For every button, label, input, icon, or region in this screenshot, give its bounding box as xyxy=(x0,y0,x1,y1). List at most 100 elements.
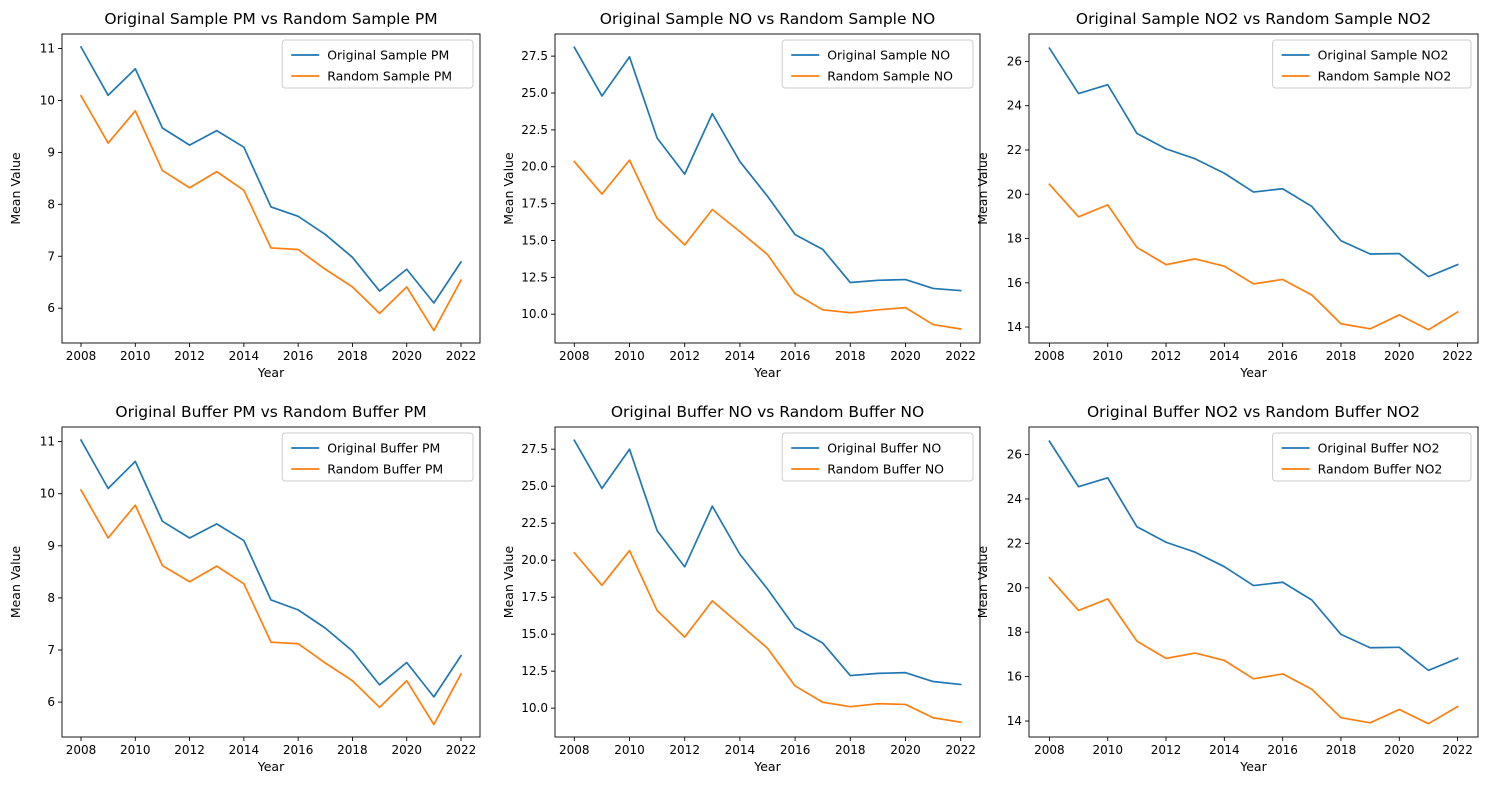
series-line xyxy=(573,159,962,330)
x-tick-label: 2014 xyxy=(1209,349,1240,363)
y-tick-label: 22 xyxy=(1007,143,1022,157)
x-tick-label: 2012 xyxy=(174,743,205,757)
series-line xyxy=(573,46,962,292)
y-tick-label: 20.0 xyxy=(521,553,548,567)
legend-box xyxy=(781,432,974,482)
axes-frame xyxy=(61,426,481,738)
x-axis-label: Year xyxy=(753,759,781,774)
y-axis-label: Mean Value xyxy=(8,546,23,619)
x-tick-label: 2022 xyxy=(446,349,477,363)
legend-box xyxy=(1272,39,1472,89)
series-line xyxy=(79,45,463,304)
x-tick-label: 2020 xyxy=(890,349,921,363)
x-tick-label: 2016 xyxy=(283,743,314,757)
axes-frame xyxy=(1028,33,1479,344)
x-tick-label: 2022 xyxy=(446,743,477,757)
y-tick-label: 25.0 xyxy=(521,479,548,493)
y-tick-label: 12.5 xyxy=(521,270,548,284)
y-tick-label: 18 xyxy=(1007,232,1022,246)
x-tick-label: 2014 xyxy=(229,349,260,363)
y-tick-label: 22.5 xyxy=(521,123,548,137)
y-tick-label: 24 xyxy=(1007,492,1022,506)
y-tick-label: 8 xyxy=(47,591,55,605)
y-tick-label: 14 xyxy=(1007,714,1022,728)
chart-title: Original Sample NO vs Random Sample NO xyxy=(600,10,935,28)
x-tick-label: 2016 xyxy=(1267,349,1298,363)
y-tick-label: 20 xyxy=(1007,581,1022,595)
x-tick-label: 2008 xyxy=(559,743,590,757)
x-tick-label: 2016 xyxy=(780,349,811,363)
x-tick-label: 2018 xyxy=(835,349,866,363)
x-tick-label: 2020 xyxy=(890,743,921,757)
x-tick-label: 2010 xyxy=(120,349,151,363)
y-tick-label: 15.0 xyxy=(521,233,548,247)
x-tick-label: 2012 xyxy=(174,349,205,363)
chart-panel: 2008 2010 2012 2014 2016 2018 2020 202214161820… xyxy=(975,10,1479,380)
y-tick-label: 27.5 xyxy=(521,49,548,63)
y-tick-label: 10 xyxy=(40,487,55,501)
y-tick-label: 16 xyxy=(1007,670,1022,684)
series-line xyxy=(1048,183,1459,331)
x-tick-label: 2020 xyxy=(1384,743,1415,757)
x-tick-label: 2020 xyxy=(391,349,422,363)
chart-title: Original Buffer PM vs Random Buffer PM xyxy=(115,403,426,421)
x-tick-label: 2008 xyxy=(559,349,590,363)
legend-label: Original Sample NO xyxy=(827,48,950,63)
y-tick-label: 10.0 xyxy=(521,307,548,321)
x-tick-label: 2012 xyxy=(669,743,700,757)
y-tick-label: 25.0 xyxy=(521,86,548,100)
chart-panel: 2008 2010 2012 2014 2016 2018 2020 2022 10.0 12.5… xyxy=(501,403,981,774)
x-tick-label: 2018 xyxy=(1326,743,1357,757)
x-tick-label: 2018 xyxy=(337,349,368,363)
legend-label: Random Buffer NO2 xyxy=(1318,462,1443,477)
legend-label: Original Buffer NO xyxy=(827,441,941,456)
x-tick-label: 2014 xyxy=(1209,743,1240,757)
legend-box xyxy=(281,39,474,89)
series-line xyxy=(79,438,463,698)
y-tick-label: 26 xyxy=(1007,54,1022,68)
y-tick-label: 26 xyxy=(1007,448,1022,462)
x-tick-label: 2022 xyxy=(1442,743,1473,757)
y-tick-label: 22 xyxy=(1007,536,1022,550)
x-tick-label: 2014 xyxy=(229,743,260,757)
series-line xyxy=(1048,576,1459,725)
legend-label: Random Sample NO xyxy=(827,69,953,84)
x-tick-label: 2014 xyxy=(725,349,756,363)
x-tick-label: 2014 xyxy=(725,743,756,757)
chart-title: Original Buffer NO2 vs Random Buffer NO2 xyxy=(1087,403,1420,421)
x-tick-label: 2012 xyxy=(669,349,700,363)
legend-label: Random Sample PM xyxy=(327,69,452,84)
x-tick-label: 2020 xyxy=(391,743,422,757)
legend-box xyxy=(281,432,474,482)
y-axis-label: Mean Value xyxy=(975,152,990,225)
series-line xyxy=(573,549,962,724)
y-tick-label: 9 xyxy=(47,145,55,159)
x-tick-label: 2016 xyxy=(780,743,811,757)
x-tick-label: 2010 xyxy=(1092,743,1123,757)
x-tick-label: 2008 xyxy=(1034,349,1065,363)
y-tick-label: 15.0 xyxy=(521,627,548,641)
x-tick-label: 2008 xyxy=(66,743,97,757)
y-tick-label: 18 xyxy=(1007,625,1022,639)
legend-label: Random Sample NO2 xyxy=(1318,69,1452,84)
x-tick-label: 2010 xyxy=(614,743,645,757)
x-tick-label: 2018 xyxy=(337,743,368,757)
y-tick-label: 6 xyxy=(47,301,55,315)
x-tick-label: 2012 xyxy=(1151,743,1182,757)
y-tick-label: 10.0 xyxy=(521,701,548,715)
chart-panel: 2008 2010 2012 2014 2016 2018 2020 2022 6 7 8 9 10 11… xyxy=(8,403,481,774)
y-tick-label: 10 xyxy=(40,93,55,107)
y-tick-label: 24 xyxy=(1007,99,1022,113)
x-tick-label: 2022 xyxy=(945,743,976,757)
y-tick-label: 6 xyxy=(47,695,55,709)
y-tick-label: 17.5 xyxy=(521,197,548,211)
y-tick-label: 11 xyxy=(40,435,55,449)
y-tick-label: 22.5 xyxy=(521,516,548,530)
axes-frame xyxy=(554,33,981,344)
y-tick-label: 11 xyxy=(40,42,55,56)
y-tick-label: 9 xyxy=(47,539,55,553)
chart-title: Original Sample NO2 vs Random Sample NO2 xyxy=(1076,10,1431,28)
axes-frame xyxy=(1028,426,1479,738)
y-axis-label: Mean Value xyxy=(8,152,23,225)
